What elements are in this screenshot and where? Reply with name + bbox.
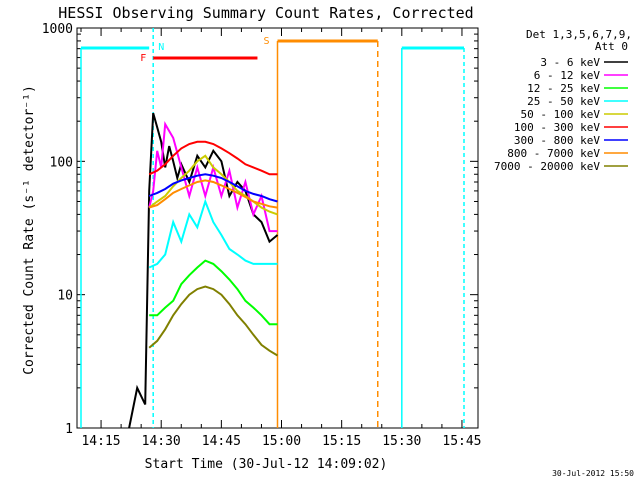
series-line xyxy=(149,259,278,326)
legend-header-line-1: Det 1,3,5,6,7,9, xyxy=(526,28,632,41)
marker-label-s: S xyxy=(264,36,270,47)
markers-layer: N F S xyxy=(80,28,465,428)
x-tick-label: 15:45 xyxy=(442,434,481,449)
chart-title: HESSI Observing Summary Count Rates, Cor… xyxy=(58,4,473,22)
series-line xyxy=(148,154,278,216)
x-axis-label: Start Time (30-Jul-12 14:09:02) xyxy=(145,457,388,472)
y-axis-label: Corrected Count Rate (s⁻¹ detector⁻¹) xyxy=(22,85,37,375)
marker-label-n: N xyxy=(158,42,164,53)
series-line xyxy=(148,285,279,357)
axes-ticks: 1 10 100 1000 14:15 14:30 14:45 15:00 15:15 15:30… xyxy=(42,22,482,449)
legend-label: 12 - 25 keV xyxy=(527,82,600,95)
series-line xyxy=(148,198,278,269)
series-line xyxy=(148,140,278,176)
legend-label: 7000 - 20000 keV xyxy=(494,160,600,173)
y-tick-label: 1 xyxy=(65,422,73,437)
x-tick-label: 14:15 xyxy=(81,434,120,449)
marker-label-f: F xyxy=(140,53,146,64)
legend-label: 50 - 100 keV xyxy=(521,108,601,121)
x-tick-label: 15:15 xyxy=(322,434,361,449)
y-tick-label: 100 xyxy=(50,155,73,170)
legend-label: 3 - 6 keV xyxy=(540,56,600,69)
x-tick-label: 14:30 xyxy=(142,434,181,449)
y-tick-label: 10 xyxy=(57,289,73,304)
series-layer xyxy=(128,112,279,429)
legend-label: 100 - 300 keV xyxy=(514,121,600,134)
x-tick-label: 14:45 xyxy=(202,434,241,449)
series-line xyxy=(148,121,278,233)
y-tick-label: 1000 xyxy=(42,22,73,37)
legend-label: 25 - 50 keV xyxy=(527,95,600,108)
series-line xyxy=(148,179,278,209)
legend-header-line-2: Att 0 xyxy=(595,40,628,53)
series-line xyxy=(148,173,278,203)
x-tick-label: 15:30 xyxy=(382,434,421,449)
series-line xyxy=(128,112,279,429)
legend-label: 300 - 800 keV xyxy=(514,134,600,147)
footer-date: 30-Jul-2012 15:50 xyxy=(552,469,634,478)
x-tick-label: 15:00 xyxy=(262,434,301,449)
legend-label: 800 - 7000 keV xyxy=(507,147,600,160)
legend-label: 6 - 12 keV xyxy=(534,69,601,82)
